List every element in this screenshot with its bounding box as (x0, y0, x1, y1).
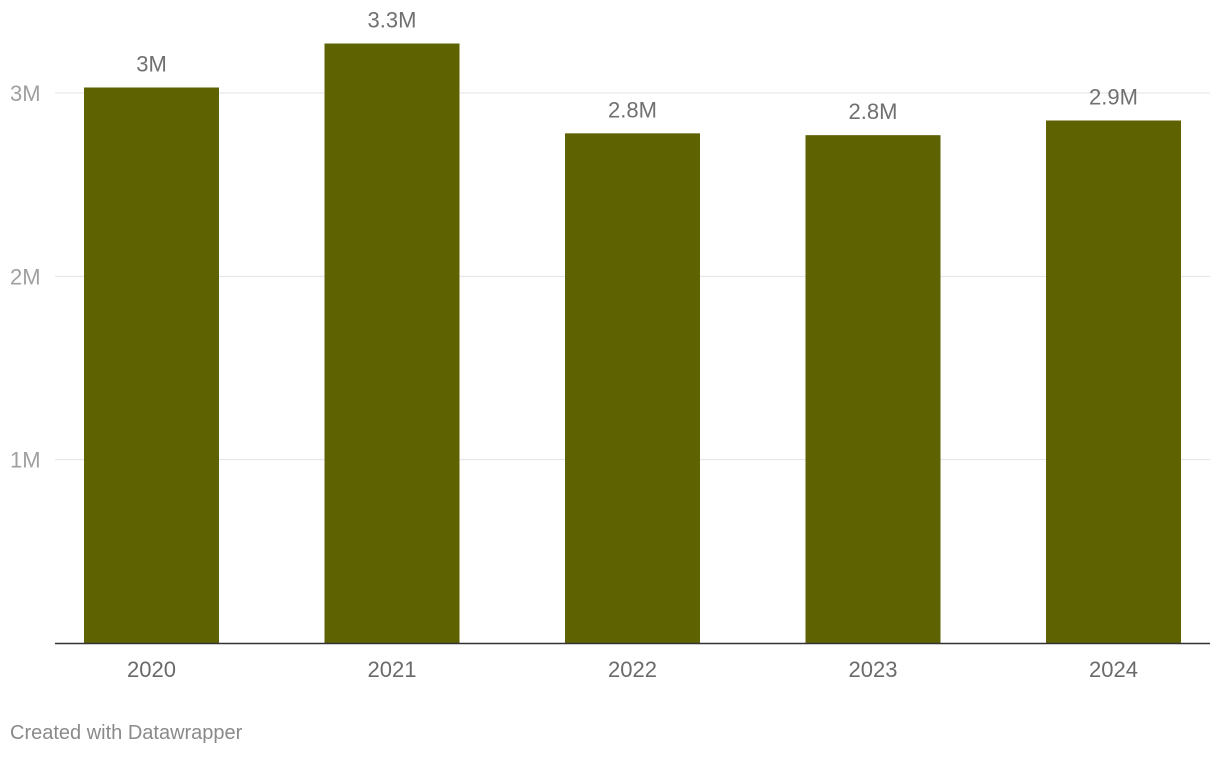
y-tick-label: 1M (10, 448, 41, 473)
x-category-label: 2023 (849, 657, 898, 682)
bar-2022 (565, 133, 700, 644)
datawrapper-credit: Created with Datawrapper (10, 722, 243, 744)
value-label: 2.8M (849, 99, 898, 124)
y-tick-label: 3M (10, 81, 41, 106)
x-category-label: 2021 (368, 657, 417, 682)
value-labels: 3M 3.3M 2.8M 2.8M 2.9M (136, 8, 1138, 125)
bar-2021 (324, 43, 460, 643)
value-label: 2.9M (1089, 85, 1138, 110)
x-category-label: 2024 (1089, 657, 1138, 682)
bar-2020 (84, 87, 219, 643)
bar-2023 (805, 135, 941, 643)
value-label: 3.3M (368, 8, 417, 33)
value-label: 2.8M (608, 97, 657, 122)
value-label: 3M (136, 52, 167, 77)
x-axis-labels: 2020 2021 2022 2023 2024 (127, 657, 1138, 682)
bars (84, 43, 1181, 644)
x-category-label: 2022 (608, 657, 657, 682)
bar-2024 (1046, 120, 1181, 643)
y-tick-label: 2M (10, 264, 41, 289)
x-category-label: 2020 (127, 657, 176, 682)
